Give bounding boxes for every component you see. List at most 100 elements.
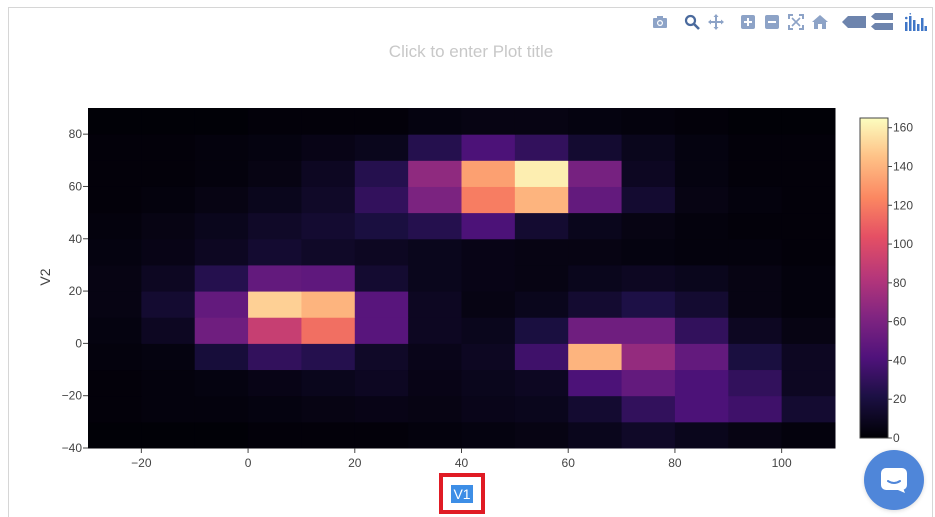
heatmap-cell[interactable]: [354, 160, 409, 187]
heatmap-cell[interactable]: [621, 317, 676, 344]
heatmap-cell[interactable]: [248, 421, 302, 449]
heatmap-cell[interactable]: [408, 421, 462, 449]
heatmap-cell[interactable]: [461, 291, 516, 318]
heatmap-cell[interactable]: [674, 343, 729, 371]
heatmap-cell[interactable]: [88, 108, 142, 135]
heatmap-cell[interactable]: [514, 395, 569, 423]
heatmap-cell[interactable]: [514, 264, 569, 292]
zoom-icon[interactable]: [680, 12, 704, 32]
heatmap-cell[interactable]: [781, 264, 836, 292]
heatmap-cell[interactable]: [621, 238, 676, 266]
heatmap-cell[interactable]: [354, 291, 409, 318]
heatmap-cell[interactable]: [461, 212, 516, 240]
heatmap-cell[interactable]: [728, 134, 783, 161]
heatmap-cell[interactable]: [194, 395, 249, 423]
heatmap-cell[interactable]: [194, 160, 249, 187]
heatmap-cell[interactable]: [354, 421, 409, 449]
heatmap-cell[interactable]: [408, 238, 462, 266]
heatmap-cell[interactable]: [354, 395, 409, 423]
heatmap-cell[interactable]: [461, 186, 516, 214]
heatmap-cell[interactable]: [141, 317, 196, 344]
heatmap-cell[interactable]: [141, 421, 196, 449]
heatmap-cell[interactable]: [728, 160, 783, 187]
heatmap-cell[interactable]: [194, 369, 249, 397]
heatmap-cell[interactable]: [568, 160, 623, 187]
heatmap-cell[interactable]: [461, 134, 516, 161]
heatmap-cell[interactable]: [461, 264, 516, 292]
heatmap-cell[interactable]: [514, 421, 569, 449]
heatmap-cell[interactable]: [141, 160, 196, 187]
heatmap-cell[interactable]: [88, 395, 142, 423]
heatmap-cell[interactable]: [728, 186, 783, 214]
heatmap-cell[interactable]: [248, 186, 302, 214]
heatmap-cell[interactable]: [674, 264, 729, 292]
heatmap-cell[interactable]: [88, 160, 142, 187]
heatmap-cell[interactable]: [354, 369, 409, 397]
heatmap-cell[interactable]: [728, 317, 783, 344]
heatmap-cell[interactable]: [141, 291, 196, 318]
heatmap-cell[interactable]: [674, 160, 729, 187]
colorbar[interactable]: [859, 117, 889, 439]
heatmap-cell[interactable]: [248, 134, 302, 161]
heatmap-cell[interactable]: [568, 343, 623, 371]
heatmap-cell[interactable]: [728, 108, 783, 135]
heatmap-cell[interactable]: [141, 108, 196, 135]
heatmap-cell[interactable]: [674, 395, 729, 423]
heatmap-cell[interactable]: [621, 421, 676, 449]
heatmap-cell[interactable]: [194, 264, 249, 292]
heatmap-cell[interactable]: [461, 369, 516, 397]
heatmap-cell[interactable]: [354, 134, 409, 161]
heatmap-cell[interactable]: [781, 160, 836, 187]
heatmap-cell[interactable]: [408, 186, 462, 214]
heatmap-cell[interactable]: [781, 291, 836, 318]
heatmap-cell[interactable]: [621, 212, 676, 240]
heatmap-cell[interactable]: [248, 160, 302, 187]
heatmap-cell[interactable]: [781, 108, 836, 135]
x-axis-label[interactable]: V1: [451, 484, 473, 503]
heatmap-cell[interactable]: [781, 395, 836, 423]
heatmap-cell[interactable]: [248, 212, 302, 240]
heatmap-cell[interactable]: [461, 317, 516, 344]
chart-title[interactable]: Click to enter Plot title: [389, 42, 553, 61]
heatmap-cell[interactable]: [514, 369, 569, 397]
hover-compare-icon[interactable]: [868, 12, 896, 32]
heatmap-cell[interactable]: [248, 369, 302, 397]
heatmap-cell[interactable]: [674, 291, 729, 318]
heatmap-cell[interactable]: [674, 134, 729, 161]
heatmap-cell[interactable]: [301, 369, 356, 397]
heatmap-cell[interactable]: [514, 343, 569, 371]
heatmap-cell[interactable]: [88, 291, 142, 318]
heatmap-cell[interactable]: [461, 160, 516, 187]
heatmap-cell[interactable]: [461, 421, 516, 449]
heatmap-cell[interactable]: [408, 160, 462, 187]
heatmap-cell[interactable]: [781, 238, 836, 266]
heatmap-cell[interactable]: [88, 421, 142, 449]
heatmap-cell[interactable]: [568, 421, 623, 449]
heatmap-cell[interactable]: [514, 317, 569, 344]
heatmap-cell[interactable]: [88, 343, 142, 371]
heatmap-cell[interactable]: [248, 395, 302, 423]
camera-icon[interactable]: [648, 12, 672, 32]
heatmap-cell[interactable]: [141, 186, 196, 214]
autoscale-icon[interactable]: [784, 12, 808, 32]
heatmap-cell[interactable]: [568, 395, 623, 423]
heatmap-cell[interactable]: [88, 238, 142, 266]
chat-launcher-button[interactable]: [864, 450, 924, 510]
heatmap-cell[interactable]: [781, 212, 836, 240]
heatmap-cell[interactable]: [141, 369, 196, 397]
heatmap-cell[interactable]: [728, 212, 783, 240]
heatmap-cell[interactable]: [248, 264, 302, 292]
heatmap-cell[interactable]: [728, 421, 783, 449]
heatmap-cell[interactable]: [408, 264, 462, 292]
heatmap-cell[interactable]: [568, 134, 623, 161]
heatmap-cell[interactable]: [88, 369, 142, 397]
heatmap-cell[interactable]: [674, 421, 729, 449]
heatmap-cell[interactable]: [194, 291, 249, 318]
heatmap-cell[interactable]: [141, 212, 196, 240]
heatmap-cell[interactable]: [408, 134, 462, 161]
heatmap-cell[interactable]: [301, 291, 356, 318]
heatmap-cell[interactable]: [728, 291, 783, 318]
heatmap-cell[interactable]: [728, 369, 783, 397]
heatmap-cell[interactable]: [141, 264, 196, 292]
heatmap-cell[interactable]: [248, 317, 302, 344]
